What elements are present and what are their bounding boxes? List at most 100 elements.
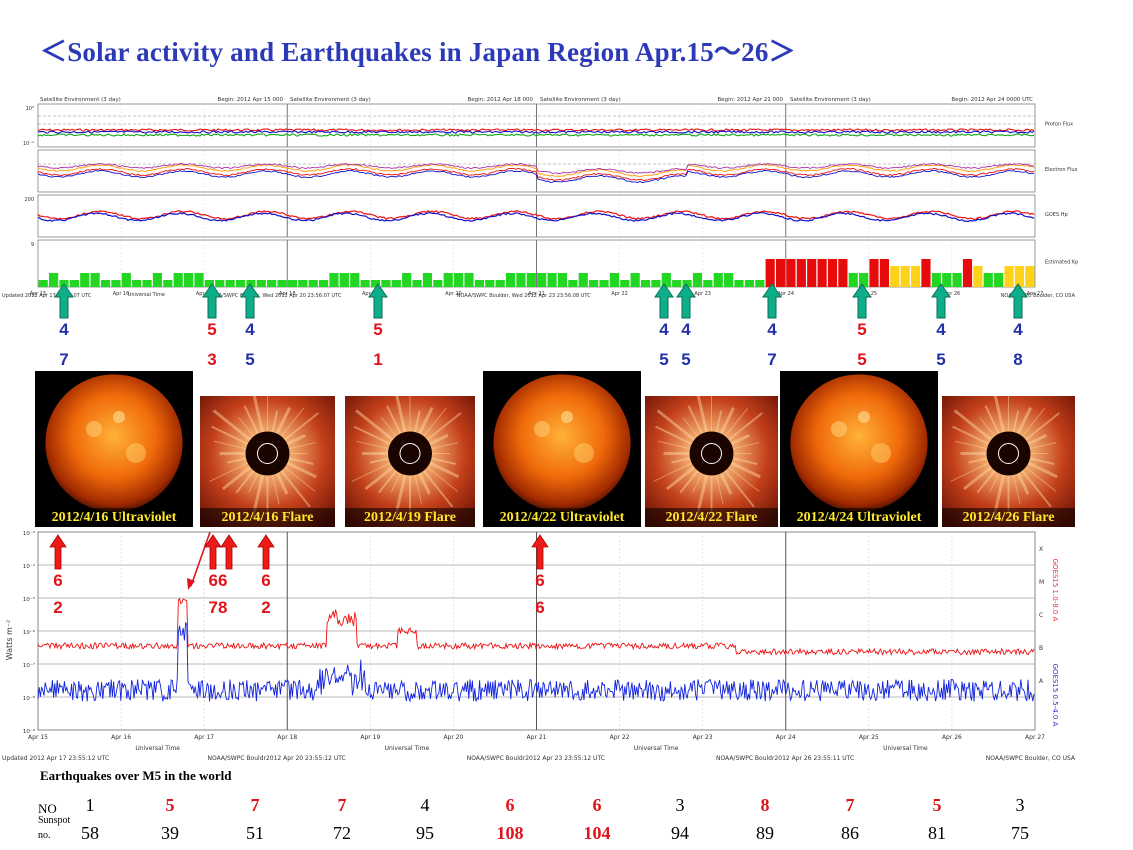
right-axis-label: GOES15 0.5-4.0 A	[1051, 664, 1059, 727]
header-title: Satellite Environment (3 day)	[40, 97, 121, 103]
kp-bar	[547, 273, 557, 287]
kp-bar	[890, 266, 900, 287]
kp-bar	[402, 273, 412, 287]
sunspot-number: 75	[1011, 823, 1029, 843]
kp-bar	[744, 280, 754, 287]
kp-bar	[287, 280, 298, 287]
x-tick: Apr 17	[194, 734, 214, 741]
earthquake-count: 4	[420, 795, 430, 815]
kp-bar	[609, 273, 619, 287]
kp-bar	[516, 273, 526, 287]
electron-flux-series	[37, 163, 1035, 177]
electron-flux-series	[37, 162, 1035, 175]
green-arrow-icon	[762, 283, 782, 319]
y-tick: 10⁻¹	[23, 141, 34, 147]
y-tick: 10⁻⁴	[23, 563, 36, 570]
flare-decimal: 78	[208, 598, 228, 617]
kp-bar	[370, 280, 381, 287]
header-begin: Begin: 2012 Apr 21 000	[717, 97, 783, 103]
x-tick: Apr 17	[196, 291, 213, 297]
earthquake-count: 3	[675, 795, 685, 815]
footer-text: NOAA/SWPC Bouldr2012 Apr 20 23:55:12 UTC	[207, 755, 345, 762]
kp-bar	[360, 280, 370, 287]
kp-bar	[464, 273, 474, 287]
x-tick: Apr 27	[1027, 291, 1044, 297]
x-tick: Apr 16	[111, 734, 131, 741]
footer-text: NOAA/SWPC Boulder, CO USA	[986, 755, 1076, 762]
y-tick: 10⁻⁷	[23, 662, 35, 669]
sun-ultraviolet-image: 2012/4/24 Ultraviolet	[780, 371, 938, 527]
kp-bar	[225, 280, 235, 287]
kp-bar	[952, 273, 962, 287]
image-caption: 2012/4/24 Ultraviolet	[780, 508, 938, 527]
red-arrow-icon	[49, 534, 67, 570]
footer-text: Universal Time	[128, 292, 165, 298]
earthquake-count: 7	[337, 795, 347, 815]
kp-bar	[526, 273, 536, 287]
sunspot-number: 95	[416, 823, 434, 843]
sunspot-number: 51	[246, 823, 264, 843]
sunspot-number: 108	[496, 823, 524, 843]
kp-bar	[900, 266, 910, 287]
red-diagonal-arrow-icon	[180, 528, 220, 592]
marker-decimal: 7	[767, 350, 777, 369]
image-caption: 2012/4/19 Flare	[345, 508, 475, 527]
coronagraph-flare-image: 2012/4/19 Flare	[345, 396, 475, 527]
kp-bar	[973, 266, 983, 287]
kp-bar	[339, 273, 349, 287]
x-tick: Apr 19	[362, 291, 379, 297]
right-axis-label: Proton Flux	[1045, 122, 1073, 128]
header-begin: Begin: 2012 Apr 24 0000 UTC	[951, 97, 1033, 103]
kp-bar	[765, 259, 775, 287]
kp-bar	[682, 280, 692, 287]
kp-bar	[599, 280, 609, 287]
earthquake-count: 1	[85, 795, 95, 815]
kp-bar	[422, 273, 433, 287]
header-begin: Begin: 2012 Apr 15 000	[217, 97, 283, 103]
sunspot-number: 104	[583, 823, 611, 843]
kp-bar	[661, 273, 671, 287]
kp-bar	[48, 273, 59, 287]
footer-text: Updated 2012 Apr 17 23:55:12 UTC	[2, 755, 109, 762]
xray-flux-chart: Watts m⁻² 10⁻³ 10⁻⁴ 10⁻⁵ 10⁻⁶ 10⁻⁷ 10⁻⁸ 10⁻⁹ X M C…	[0, 520, 1133, 765]
y-tick: 9	[31, 242, 34, 248]
footer-text: NOAA/SWPC Boulder, Wed 2012 Apr 23 23:56…	[457, 293, 591, 299]
red-arrow-icon	[220, 534, 238, 570]
kp-bar	[183, 273, 194, 287]
footer-text: Universal Time	[385, 745, 430, 752]
red-arrow-icon	[204, 534, 222, 570]
flare-decimal: 6	[535, 598, 545, 617]
sunspot-label-no: no.	[38, 830, 51, 841]
x-tick: Apr 21	[527, 734, 547, 741]
green-arrow-icon	[54, 283, 74, 319]
x-tick: Apr 24	[777, 291, 794, 297]
kp-bar	[267, 280, 277, 287]
hp-series	[37, 211, 1035, 223]
kp-bar	[859, 273, 869, 287]
marker-decimal: 5	[936, 350, 946, 369]
x-tick: Apr 24	[776, 734, 796, 741]
kp-bar	[215, 280, 225, 287]
x-tick: Apr 15	[30, 291, 47, 297]
footer-text: Universal Time	[135, 745, 180, 752]
y-tick: 10³	[26, 106, 34, 112]
flare-magnitude: 6	[53, 571, 63, 590]
kp-bar	[994, 273, 1004, 287]
y-tick: 10⁻⁸	[23, 695, 36, 702]
earthquake-count: 8	[760, 795, 770, 815]
coronagraph-flare-image: 2012/4/26 Flare	[942, 396, 1075, 527]
electron-flux-series	[37, 169, 1034, 184]
red-arrow-icon	[257, 534, 275, 570]
marker-magnitude: 5	[373, 320, 383, 339]
kp-bar	[713, 273, 723, 287]
y-tick: 10⁻³	[23, 530, 35, 537]
footer-text: NOAA/SWPC Bouldr2012 Apr 23 23:55:12 UTC	[467, 755, 605, 762]
kp-bar	[537, 273, 547, 287]
flare-decimal: 2	[261, 598, 271, 617]
kp-bar	[703, 280, 713, 287]
marker-magnitude: 5	[207, 320, 217, 339]
kp-bar	[910, 266, 921, 287]
sun-ultraviolet-image: 2012/4/22 Ultraviolet	[483, 371, 641, 527]
green-arrow-icon	[852, 283, 872, 319]
kp-bar	[152, 273, 163, 287]
